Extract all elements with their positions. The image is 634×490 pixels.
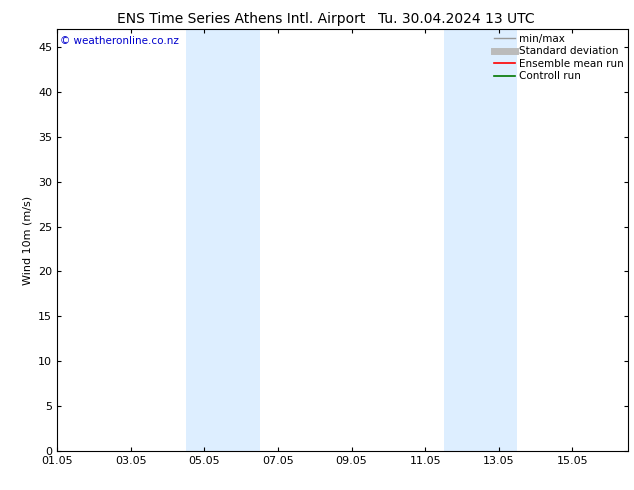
Bar xyxy=(444,29,517,451)
Y-axis label: Wind 10m (m/s): Wind 10m (m/s) xyxy=(23,196,32,285)
Legend: min/max, Standard deviation, Ensemble mean run, Controll run: min/max, Standard deviation, Ensemble me… xyxy=(491,31,626,83)
Text: ENS Time Series Athens Intl. Airport: ENS Time Series Athens Intl. Airport xyxy=(117,12,365,26)
Text: © weatheronline.co.nz: © weatheronline.co.nz xyxy=(60,36,179,46)
Bar xyxy=(186,29,259,451)
Text: Tu. 30.04.2024 13 UTC: Tu. 30.04.2024 13 UTC xyxy=(378,12,535,26)
